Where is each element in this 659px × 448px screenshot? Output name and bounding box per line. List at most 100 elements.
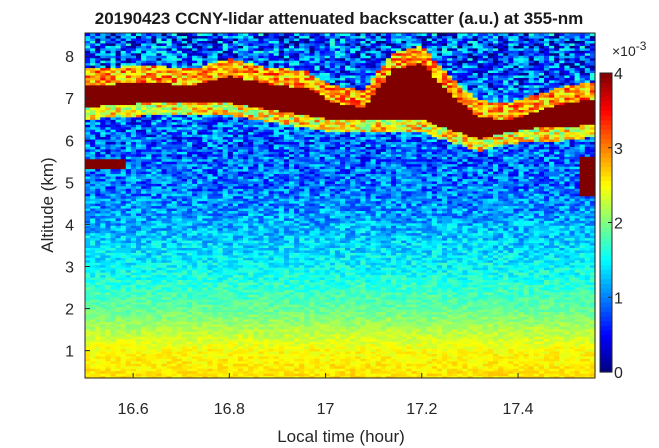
heatmap-cell	[125, 55, 132, 59]
heatmap-cell	[253, 40, 259, 44]
heatmap-cell	[105, 373, 112, 377]
heatmap-cell	[181, 111, 188, 115]
heatmap-cell	[156, 296, 163, 300]
heatmap-cell	[166, 341, 173, 345]
heatmap-cell	[243, 193, 249, 197]
heatmap-cell	[192, 50, 198, 54]
heatmap-cell	[227, 143, 234, 147]
heatmap-cell	[90, 102, 96, 106]
heatmap-cell	[187, 284, 193, 288]
heatmap-cell	[217, 151, 224, 155]
heatmap-cell	[110, 326, 117, 330]
heatmap-cell	[171, 119, 178, 123]
heatmap-cell	[197, 42, 203, 46]
heatmap-cell	[192, 138, 198, 143]
heatmap-cell	[100, 272, 106, 276]
heatmap-cell	[171, 84, 178, 88]
heatmap-cell	[248, 240, 254, 244]
heatmap-cell	[161, 111, 168, 115]
heatmap-cell	[197, 65, 203, 69]
heatmap-cell	[171, 237, 178, 241]
heatmap-cell	[95, 237, 101, 241]
heatmap-cell	[141, 289, 147, 293]
heatmap-cell	[217, 72, 224, 76]
heatmap-cell	[192, 353, 198, 357]
heatmap-cell	[85, 244, 91, 248]
heatmap-cell	[166, 153, 173, 157]
heatmap-cell	[100, 173, 106, 177]
heatmap-cell	[171, 328, 178, 332]
heatmap-cell	[100, 207, 106, 212]
heatmap-cell	[95, 269, 101, 273]
heatmap-cell	[100, 232, 106, 236]
heatmap-cell	[125, 205, 132, 209]
heatmap-cell	[176, 47, 183, 51]
heatmap-cell	[136, 173, 142, 177]
heatmap-cell	[187, 92, 193, 96]
heatmap-cell	[136, 306, 142, 310]
heatmap-cell	[253, 126, 259, 130]
heatmap-cell	[130, 274, 137, 278]
heatmap-cell	[161, 316, 168, 320]
heatmap-cell	[125, 183, 132, 187]
heatmap-cell	[95, 111, 101, 115]
heatmap-cell	[263, 321, 270, 325]
heatmap-cell	[171, 87, 178, 91]
heatmap-cell	[227, 321, 234, 325]
heatmap-cell	[197, 158, 203, 162]
heatmap-cell	[110, 188, 117, 192]
heatmap-cell	[181, 190, 188, 194]
heatmap-cell	[141, 102, 147, 106]
heatmap-cell	[115, 158, 122, 162]
heatmap-cell	[120, 274, 127, 278]
heatmap-cell	[141, 146, 147, 150]
heatmap-cell	[90, 193, 96, 197]
heatmap-cell	[115, 77, 122, 81]
heatmap-cell	[258, 94, 265, 98]
heatmap-cell	[110, 323, 117, 327]
heatmap-cell	[232, 249, 239, 253]
heatmap-cell	[212, 326, 219, 330]
heatmap-cell	[202, 296, 208, 300]
heatmap-cell	[176, 286, 183, 290]
heatmap-cell	[248, 102, 254, 106]
heatmap-cell	[207, 350, 214, 354]
heatmap-cell	[253, 156, 259, 160]
heatmap-cell	[105, 313, 112, 317]
heatmap-cell	[161, 47, 168, 51]
heatmap-cell	[141, 321, 147, 325]
heatmap-cell	[130, 203, 137, 207]
heatmap-cell	[232, 33, 239, 37]
heatmap-cell	[202, 57, 208, 61]
heatmap-cell	[156, 311, 163, 315]
heatmap-cell	[136, 247, 142, 251]
heatmap-cell	[110, 242, 117, 246]
heatmap-cell	[120, 311, 127, 315]
heatmap-cell	[212, 222, 219, 226]
heatmap-cell	[207, 289, 214, 293]
heatmap-cell	[232, 269, 239, 273]
heatmap-cell	[238, 318, 244, 322]
heatmap-cell	[212, 306, 219, 310]
heatmap-cell	[105, 42, 112, 46]
heatmap-cell	[248, 193, 254, 197]
heatmap-cell	[105, 286, 112, 290]
heatmap-cell	[166, 158, 173, 162]
heatmap-cell	[130, 249, 137, 253]
heatmap-cell	[253, 232, 259, 236]
heatmap-cell	[100, 175, 106, 179]
heatmap-cell	[156, 126, 163, 130]
heatmap-cell	[197, 47, 203, 51]
heatmap-cell	[110, 114, 117, 118]
heatmap-cell	[85, 99, 91, 103]
heatmap-cell	[197, 119, 203, 123]
heatmap-cell	[166, 175, 173, 179]
heatmap-cell	[105, 257, 112, 261]
heatmap-cell	[146, 57, 152, 61]
heatmap-cell	[207, 131, 214, 135]
heatmap-cell	[232, 348, 239, 352]
heatmap-cell	[110, 257, 117, 261]
heatmap-cell	[253, 225, 259, 229]
heatmap-cell	[120, 84, 127, 88]
heatmap-cell	[243, 106, 249, 110]
